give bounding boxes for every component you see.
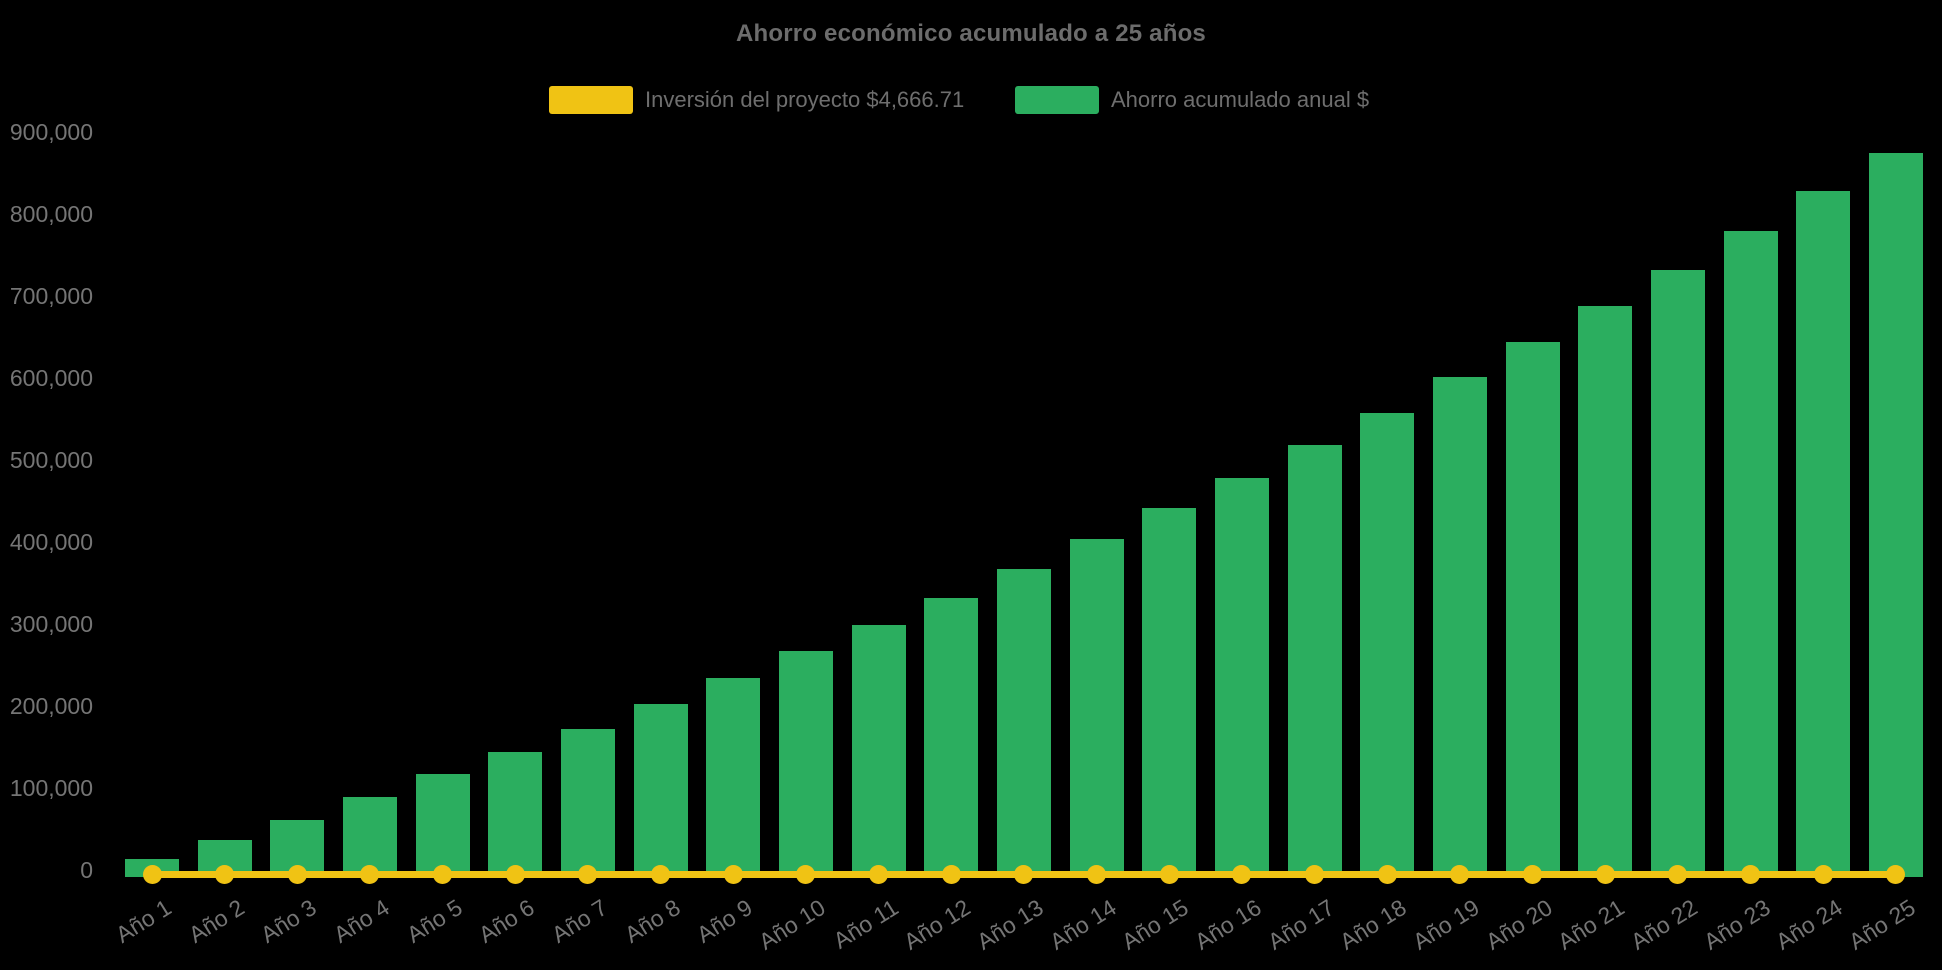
chart-title: Ahorro económico acumulado a 25 años xyxy=(736,20,1206,47)
y-axis-label: 300,000 xyxy=(9,611,93,637)
savings-bar xyxy=(1432,377,1487,877)
investment-marker xyxy=(215,864,235,884)
legend-item-investment[interactable]: Inversión del proyecto $4,666.71 xyxy=(549,86,964,114)
y-axis-label: 800,000 xyxy=(9,201,93,227)
investment-marker xyxy=(1450,864,1470,884)
investment-marker xyxy=(723,864,743,884)
savings-bar xyxy=(996,568,1051,877)
investment-marker xyxy=(578,864,598,884)
y-axis-label: 100,000 xyxy=(9,775,93,801)
savings-bar xyxy=(1796,191,1851,877)
savings-bar xyxy=(851,624,906,877)
investment-marker xyxy=(1595,864,1615,884)
savings-bar xyxy=(1868,152,1923,877)
y-axis-label: 700,000 xyxy=(9,283,93,309)
investment-marker xyxy=(1377,864,1397,884)
y-axis-label: 0 xyxy=(80,857,93,883)
savings-bar xyxy=(706,677,761,877)
y-axis-label: 900,000 xyxy=(9,119,93,145)
investment-marker xyxy=(433,864,453,884)
legend-swatch-savings xyxy=(1015,86,1099,114)
savings-bar xyxy=(1069,538,1124,877)
investment-marker xyxy=(1741,864,1761,884)
savings-bar xyxy=(1360,413,1415,877)
investment-marker xyxy=(1087,864,1107,884)
investment-marker xyxy=(1813,864,1833,884)
investment-marker xyxy=(651,864,671,884)
savings-bar xyxy=(1142,508,1197,877)
investment-marker xyxy=(1159,864,1179,884)
savings-bar xyxy=(1578,306,1633,877)
investment-marker xyxy=(1232,864,1252,884)
investment-marker xyxy=(869,864,889,884)
savings-bar xyxy=(924,598,979,877)
savings-bar xyxy=(1214,477,1269,877)
investment-marker xyxy=(142,864,162,884)
savings-bar xyxy=(560,728,615,877)
legend-label-investment: Inversión del proyecto $4,666.71 xyxy=(645,87,965,112)
savings-bar xyxy=(1505,341,1560,877)
savings-bar xyxy=(488,752,543,877)
investment-marker xyxy=(360,864,380,884)
investment-marker xyxy=(287,864,307,884)
savings-bar xyxy=(1723,231,1778,877)
savings-bar xyxy=(1287,445,1342,877)
investment-marker xyxy=(1886,864,1906,884)
legend-item-savings[interactable]: Ahorro acumulado anual $ xyxy=(1015,86,1369,114)
investment-marker xyxy=(1014,864,1034,884)
legend-label-savings: Ahorro acumulado anual $ xyxy=(1111,87,1370,112)
y-axis-label: 500,000 xyxy=(9,447,93,473)
y-axis-label: 200,000 xyxy=(9,693,93,719)
savings-bar xyxy=(1650,269,1705,877)
investment-marker xyxy=(1523,864,1543,884)
savings-bar xyxy=(633,704,688,877)
y-axis-label: 400,000 xyxy=(9,529,93,555)
savings-bar xyxy=(415,774,470,877)
legend-swatch-investment xyxy=(549,86,633,114)
investment-marker xyxy=(796,864,816,884)
savings-bar xyxy=(342,796,397,877)
savings-bar xyxy=(778,651,833,877)
investment-marker xyxy=(941,864,961,884)
investment-marker xyxy=(1305,864,1325,884)
y-axis-label: 600,000 xyxy=(9,365,93,391)
investment-marker xyxy=(1668,864,1688,884)
investment-marker xyxy=(505,864,525,884)
